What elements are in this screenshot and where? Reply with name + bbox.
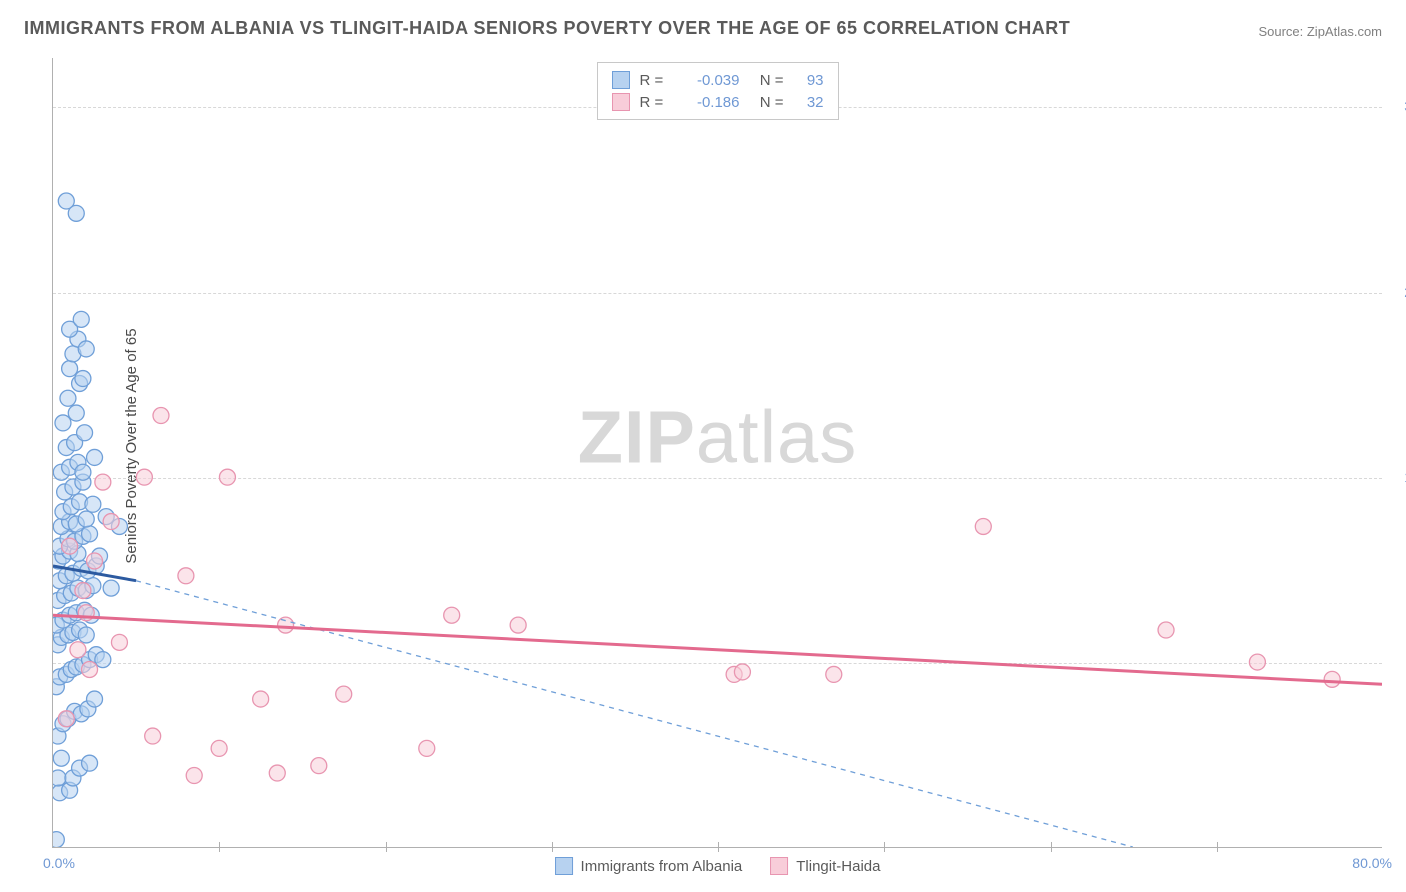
data-point xyxy=(58,711,74,727)
data-point xyxy=(73,311,89,327)
data-point xyxy=(55,415,71,431)
data-point xyxy=(734,664,750,680)
plot-area: ZIPatlas 0.0% 80.0% R = -0.039 N = 93 R … xyxy=(52,58,1382,848)
data-point xyxy=(336,686,352,702)
data-point xyxy=(82,661,98,677)
data-point xyxy=(253,691,269,707)
data-point xyxy=(95,652,111,668)
data-point xyxy=(211,740,227,756)
data-point xyxy=(68,405,84,421)
x-axis-min-label: 0.0% xyxy=(43,855,75,871)
data-point xyxy=(60,390,76,406)
data-point xyxy=(311,758,327,774)
data-point xyxy=(82,526,98,542)
series-legend-item: Tlingit-Haida xyxy=(770,857,880,875)
data-point xyxy=(1249,654,1265,670)
regression-line xyxy=(53,615,1382,684)
data-point xyxy=(219,469,235,485)
data-point xyxy=(87,691,103,707)
series-legend-label: Tlingit-Haida xyxy=(796,858,880,875)
data-point xyxy=(419,740,435,756)
data-point xyxy=(78,341,94,357)
data-point xyxy=(111,634,127,650)
r-value: -0.039 xyxy=(680,72,740,89)
data-point xyxy=(82,755,98,771)
stats-legend-row: R = -0.186 N = 32 xyxy=(612,91,824,113)
data-point xyxy=(444,607,460,623)
data-point xyxy=(77,425,93,441)
data-point xyxy=(87,553,103,569)
data-point xyxy=(103,514,119,530)
data-point xyxy=(87,449,103,465)
chart-title: IMMIGRANTS FROM ALBANIA VS TLINGIT-HAIDA… xyxy=(24,18,1070,39)
data-point xyxy=(53,832,64,847)
stats-legend-row: R = -0.039 N = 93 xyxy=(612,69,824,91)
legend-swatch xyxy=(612,71,630,89)
data-point xyxy=(62,538,78,554)
data-point xyxy=(78,511,94,527)
data-point xyxy=(510,617,526,633)
data-point xyxy=(136,469,152,485)
data-point xyxy=(826,666,842,682)
series-legend: Immigrants from Albania Tlingit-Haida xyxy=(555,857,881,875)
legend-swatch xyxy=(770,857,788,875)
data-point xyxy=(975,518,991,534)
data-point xyxy=(68,205,84,221)
n-label: N = xyxy=(754,72,784,89)
n-label: N = xyxy=(754,94,784,111)
data-point xyxy=(269,765,285,781)
data-point xyxy=(70,642,86,658)
data-point xyxy=(53,750,69,766)
data-point xyxy=(186,768,202,784)
n-value: 93 xyxy=(794,72,824,89)
scatter-plot-svg xyxy=(53,58,1382,847)
data-point xyxy=(53,770,66,786)
r-label: R = xyxy=(640,72,670,89)
data-point xyxy=(75,583,91,599)
stats-legend: R = -0.039 N = 93 R = -0.186 N = 32 xyxy=(597,62,839,120)
data-point xyxy=(103,580,119,596)
series-legend-item: Immigrants from Albania xyxy=(555,857,743,875)
data-point xyxy=(153,408,169,424)
r-label: R = xyxy=(640,94,670,111)
x-axis-max-label: 80.0% xyxy=(1352,855,1392,871)
regression-extrapolation xyxy=(136,581,1133,847)
legend-swatch xyxy=(555,857,573,875)
source-label: Source: ZipAtlas.com xyxy=(1258,24,1382,39)
data-point xyxy=(1324,671,1340,687)
n-value: 32 xyxy=(794,94,824,111)
data-point xyxy=(95,474,111,490)
data-point xyxy=(75,464,91,480)
data-point xyxy=(178,568,194,584)
data-point xyxy=(278,617,294,633)
series-legend-label: Immigrants from Albania xyxy=(581,858,743,875)
r-value: -0.186 xyxy=(680,94,740,111)
chart-container: IMMIGRANTS FROM ALBANIA VS TLINGIT-HAIDA… xyxy=(0,0,1406,892)
data-point xyxy=(62,361,78,377)
legend-swatch xyxy=(612,93,630,111)
data-point xyxy=(145,728,161,744)
data-point xyxy=(85,496,101,512)
data-point xyxy=(1158,622,1174,638)
data-point xyxy=(75,371,91,387)
data-point xyxy=(78,627,94,643)
